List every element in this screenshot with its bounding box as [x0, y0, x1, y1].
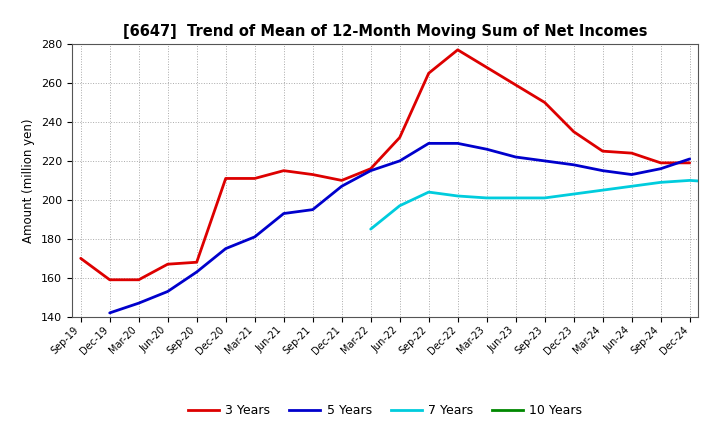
3 Years [163, 261, 172, 267]
3 Years [657, 160, 665, 165]
5 Years [163, 289, 172, 294]
5 Years [395, 158, 404, 164]
3 Years [424, 70, 433, 76]
5 Years [105, 310, 114, 315]
3 Years [627, 150, 636, 156]
5 Years [366, 168, 375, 173]
3 Years [338, 178, 346, 183]
7 Years [598, 187, 607, 193]
Line: 7 Years: 7 Years [371, 180, 719, 229]
5 Years [657, 166, 665, 171]
5 Years [424, 141, 433, 146]
7 Years [714, 180, 720, 185]
5 Years [685, 156, 694, 161]
3 Years [685, 160, 694, 165]
5 Years [338, 183, 346, 189]
3 Years [511, 82, 520, 88]
7 Years [541, 195, 549, 201]
3 Years [366, 166, 375, 171]
5 Years [192, 269, 201, 275]
7 Years [685, 178, 694, 183]
3 Years [135, 277, 143, 282]
7 Years [454, 193, 462, 198]
5 Years [251, 234, 259, 239]
3 Years [482, 65, 491, 70]
7 Years [627, 183, 636, 189]
Line: 3 Years: 3 Years [81, 50, 690, 280]
3 Years [598, 149, 607, 154]
3 Years [76, 256, 85, 261]
Y-axis label: Amount (million yen): Amount (million yen) [22, 118, 35, 242]
5 Years [135, 301, 143, 306]
3 Years [192, 260, 201, 265]
5 Years [221, 246, 230, 251]
3 Years [395, 135, 404, 140]
3 Years [221, 176, 230, 181]
5 Years [511, 154, 520, 160]
7 Years [482, 195, 491, 201]
3 Years [251, 176, 259, 181]
3 Years [541, 100, 549, 105]
7 Years [570, 191, 578, 197]
5 Years [279, 211, 288, 216]
3 Years [105, 277, 114, 282]
3 Years [454, 47, 462, 52]
5 Years [627, 172, 636, 177]
7 Years [395, 203, 404, 209]
7 Years [366, 227, 375, 232]
Title: [6647]  Trend of Mean of 12-Month Moving Sum of Net Incomes: [6647] Trend of Mean of 12-Month Moving … [123, 24, 647, 39]
5 Years [308, 207, 317, 212]
3 Years [279, 168, 288, 173]
5 Years [482, 147, 491, 152]
5 Years [570, 162, 578, 168]
Legend: 3 Years, 5 Years, 7 Years, 10 Years: 3 Years, 5 Years, 7 Years, 10 Years [183, 400, 588, 422]
Line: 5 Years: 5 Years [109, 143, 690, 313]
5 Years [541, 158, 549, 164]
3 Years [308, 172, 317, 177]
3 Years [570, 129, 578, 134]
7 Years [424, 190, 433, 195]
5 Years [598, 168, 607, 173]
7 Years [511, 195, 520, 201]
5 Years [454, 141, 462, 146]
7 Years [657, 180, 665, 185]
